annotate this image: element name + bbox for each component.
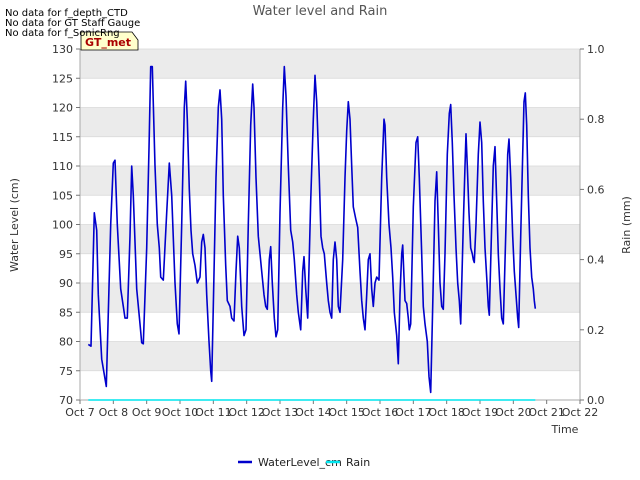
y2-tick-label: 0.2 <box>587 324 605 337</box>
y2-tick-label: 0.4 <box>587 254 605 267</box>
x-tick-label: Oct 16 <box>362 406 399 419</box>
station-badge-label: GT_met <box>85 36 131 49</box>
grid-band <box>80 107 580 137</box>
y2-axis-label: Rain (mm) <box>620 196 633 254</box>
y-tick-label: 95 <box>59 248 73 261</box>
series-line-waterlevel-cm <box>87 65 537 394</box>
y-tick-label: 130 <box>52 43 73 56</box>
x-tick-label: Oct 21 <box>528 406 565 419</box>
y-tick-label: 75 <box>59 365 73 378</box>
y-tick-label: 70 <box>59 394 73 407</box>
x-tick-label: Oct 7 <box>65 406 95 419</box>
y-tick-label: 120 <box>52 102 73 115</box>
y-tick-label: 90 <box>59 277 73 290</box>
y2-tick-label: 0.8 <box>587 113 605 126</box>
y-tick-label: 115 <box>52 131 73 144</box>
y-tick-label: 110 <box>52 160 73 173</box>
x-tick-label: Oct 10 <box>162 406 199 419</box>
grid-band <box>80 49 580 79</box>
notice-staff-gauge: No data for GT Staff Gauge <box>5 18 141 29</box>
x-tick-label: Oct 18 <box>428 406 465 419</box>
legend-label-rain: Rain <box>346 456 370 469</box>
y-tick-label: 80 <box>59 336 73 349</box>
chart-title: Water level and Rain <box>253 4 388 19</box>
x-tick-label: Oct 22 <box>562 406 599 419</box>
x-tick-label: Oct 20 <box>495 406 532 419</box>
x-tick-label: Oct 19 <box>462 406 499 419</box>
y-tick-label: 125 <box>52 72 73 85</box>
y2-tick-label: 1.0 <box>587 43 605 56</box>
legend-label-waterlevel-cm: WaterLevel_cm <box>258 456 342 469</box>
y-tick-label: 105 <box>52 189 73 202</box>
x-tick-label: Oct 13 <box>262 406 299 419</box>
x-tick-label: Oct 17 <box>395 406 432 419</box>
x-tick-label: Oct 15 <box>328 406 365 419</box>
y2-tick-label: 0.6 <box>587 183 605 196</box>
y-axis-label: Water Level (cm) <box>8 178 21 272</box>
grid-band <box>80 224 580 254</box>
station-badge-box <box>80 31 139 51</box>
x-tick-label: Oct 9 <box>132 406 162 419</box>
y2-tick-label: 0.0 <box>587 394 605 407</box>
grid-band <box>80 341 580 371</box>
notice-sonic-rng: No data for f_SonicRng <box>5 28 120 39</box>
notice-depth-ctd: No data for f_depth_CTD <box>5 8 128 19</box>
x-tick-label: Oct 12 <box>228 406 265 419</box>
y-tick-label: 100 <box>52 219 73 232</box>
x-axis-label: Time <box>551 423 579 436</box>
x-tick-label: Oct 14 <box>295 406 332 419</box>
x-tick-label: Oct 8 <box>99 406 129 419</box>
x-tick-label: Oct 11 <box>195 406 232 419</box>
y-tick-label: 85 <box>59 306 73 319</box>
